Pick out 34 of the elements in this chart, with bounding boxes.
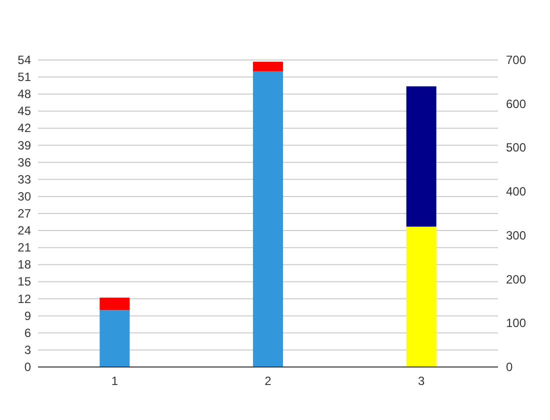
y-tick-label: 3 (24, 342, 32, 357)
y-tick-label: 51 (18, 70, 32, 84)
y2-tick-label: 600 (506, 96, 526, 111)
bar (253, 62, 283, 72)
y2-tick-label: 300 (506, 228, 526, 242)
y2-tick-label: 400 (506, 184, 526, 199)
y-tick-label: 6 (24, 326, 32, 340)
y-tick-label: 39 (18, 138, 32, 152)
y-tick-label: 42 (18, 121, 32, 136)
y-tick-label: 21 (18, 240, 32, 255)
y-tick-label: 48 (18, 87, 32, 102)
bar (253, 71, 283, 367)
y-tick-label: 54 (18, 53, 32, 67)
y2-tick-label: 200 (506, 272, 526, 286)
y2-tick-label: 500 (506, 140, 526, 155)
y-tick-label: 12 (18, 292, 32, 306)
y-tick-label: 18 (18, 258, 32, 272)
x-tick-label: 3 (418, 374, 425, 388)
x-tick-label: 1 (111, 374, 118, 388)
y-tick-label: 30 (18, 189, 32, 204)
y-tick-label: 9 (24, 308, 32, 323)
y-tick-label: 15 (18, 274, 32, 289)
y2-tick-label: 100 (506, 316, 526, 330)
y-tick-label: 36 (18, 155, 32, 170)
bar (100, 310, 130, 367)
y-tick-label: 0 (24, 360, 32, 374)
bar (100, 298, 130, 310)
y2-tick-label: 700 (506, 53, 526, 67)
y2-tick-label: 0 (506, 360, 513, 374)
y-tick-label: 45 (18, 104, 32, 118)
x-tick-label: 2 (264, 374, 272, 388)
y-tick-label: 24 (18, 224, 32, 238)
y-tick-label: 27 (18, 206, 32, 220)
y-tick-label: 33 (18, 172, 32, 186)
